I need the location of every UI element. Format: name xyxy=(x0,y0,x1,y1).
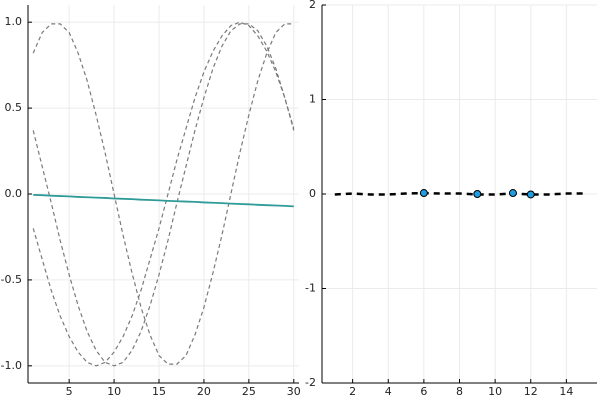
line xyxy=(334,191,585,196)
x-tick-label: 10 xyxy=(107,385,121,398)
y-tick-label: 0 xyxy=(309,187,316,200)
marker xyxy=(473,190,482,198)
y-tick-label: 0.0 xyxy=(5,187,23,200)
x-tick-label: 15 xyxy=(152,385,166,398)
x-tick-label: 25 xyxy=(242,385,256,398)
marker xyxy=(508,189,517,198)
x-tick-label: 12 xyxy=(524,385,538,398)
x-tick-label: 20 xyxy=(197,385,211,398)
x-tick-label: 14 xyxy=(559,385,573,398)
y-tick-label: 2 xyxy=(309,0,316,11)
y-tick-label: -0.5 xyxy=(1,273,22,286)
y-tick-label: 1 xyxy=(309,93,316,106)
x-tick-label: 8 xyxy=(456,385,463,398)
y-tick-label: -1 xyxy=(305,282,316,295)
line xyxy=(32,23,294,365)
x-tick-label: 5 xyxy=(66,385,73,398)
line xyxy=(33,193,294,208)
x-tick-label: 30 xyxy=(287,385,301,398)
line xyxy=(32,23,295,367)
y-tick-label: -1.0 xyxy=(1,359,22,372)
y-tick-label: -2 xyxy=(305,376,316,389)
x-tick-label: 6 xyxy=(420,385,427,398)
x-tick-label: 10 xyxy=(488,385,502,398)
y-tick-label: 1.0 xyxy=(5,15,23,28)
x-tick-label: 4 xyxy=(385,385,392,398)
x-tick-label: 2 xyxy=(349,385,356,398)
marker xyxy=(419,189,428,198)
marker xyxy=(526,190,535,199)
y-tick-label: 0.5 xyxy=(5,101,23,114)
line xyxy=(32,21,295,367)
